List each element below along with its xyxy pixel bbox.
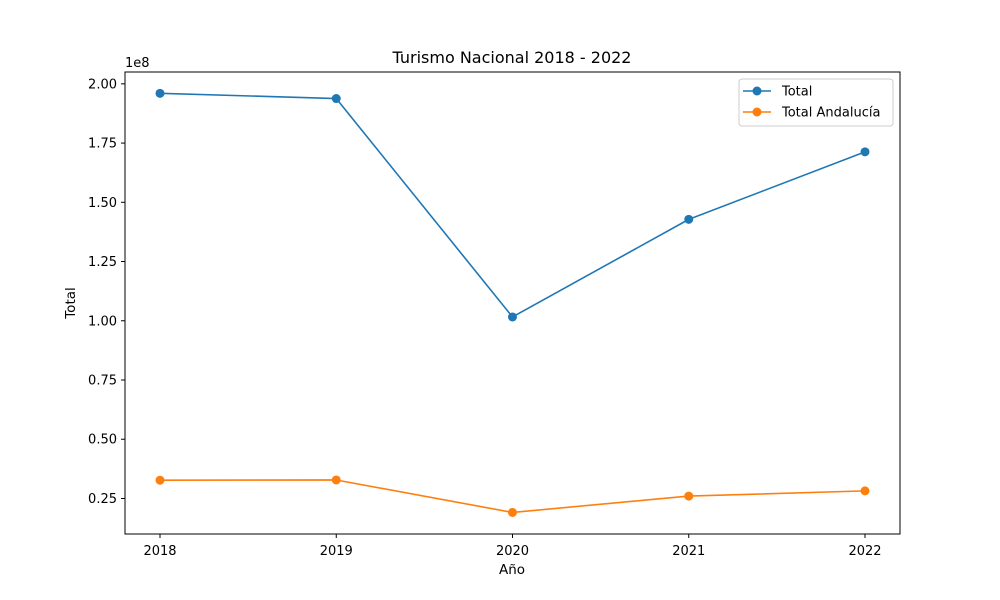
y-tick-label: 2.00 <box>88 77 117 92</box>
legend-label: Total <box>781 85 812 100</box>
data-point <box>331 94 341 104</box>
y-tick-label: 1.75 <box>88 137 117 152</box>
data-point <box>155 88 165 98</box>
data-point <box>155 475 165 485</box>
legend-box <box>738 78 894 127</box>
x-axis-label: Año <box>499 562 525 578</box>
y-axis-label: Total <box>63 287 79 320</box>
series-layer <box>155 88 870 517</box>
series-line <box>159 479 866 514</box>
legend-label: Total Andalucía <box>781 106 880 121</box>
y-tick-label: 1.00 <box>88 314 117 329</box>
data-point <box>860 486 870 496</box>
legend-item: Total <box>743 85 812 100</box>
series-1 <box>155 88 870 322</box>
series-2 <box>155 475 870 517</box>
x-tick-label: 2018 <box>143 544 176 559</box>
x-tick-label: 2022 <box>848 544 881 559</box>
data-point <box>508 312 517 322</box>
x-tick-label: 2019 <box>320 544 353 559</box>
data-point <box>684 214 694 224</box>
y-axis-ticks: 0.25 0.50 0.75 1.00 1.25 1.50 1.75 2.00 <box>88 77 125 507</box>
y-tick-label: 1.50 <box>88 196 117 211</box>
data-point <box>684 491 694 501</box>
y-tick-label: 1.25 <box>88 255 117 270</box>
x-tick-label: 2020 <box>496 544 529 559</box>
y-tick-label: 0.75 <box>88 374 117 389</box>
y-tick-label: 0.50 <box>88 433 117 448</box>
data-point <box>331 475 341 485</box>
y-axis-offset-label: 1e8 <box>125 56 150 71</box>
x-tick-label: 2021 <box>672 544 705 559</box>
x-axis-ticks: 2018 2019 2020 2021 2022 <box>143 534 882 559</box>
legend-item: Total Andalucía <box>743 106 880 121</box>
legend-marker <box>752 86 762 96</box>
legend: Total Total Andalucía <box>738 78 894 127</box>
data-point <box>860 147 870 157</box>
series-line <box>159 92 866 318</box>
legend-marker <box>752 107 762 117</box>
chart-title: Turismo Nacional 2018 - 2022 <box>392 48 632 67</box>
y-tick-label: 0.25 <box>88 492 117 507</box>
data-point <box>508 507 517 517</box>
plot-area-frame <box>124 71 901 535</box>
